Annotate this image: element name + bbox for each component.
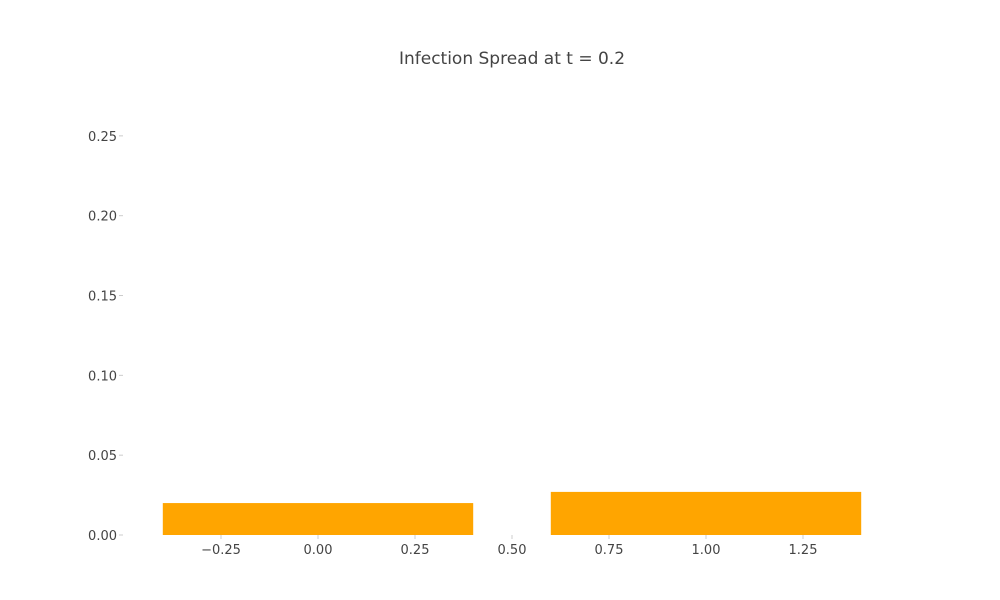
- y-axis-ticks: 0.00 0.05 0.10 0.15 0.20 0.25: [88, 130, 123, 544]
- y-tick-label: 0.15: [88, 290, 117, 305]
- y-tick-label: 0.20: [88, 210, 117, 225]
- bar-1: [550, 491, 862, 535]
- y-tick-label: 0.05: [88, 449, 117, 464]
- y-tick-label: 0.10: [88, 369, 117, 384]
- y-tick-label: 0.25: [88, 130, 117, 145]
- x-axis-ticks: −0.25 0.00 0.25 0.50 0.75 1.00 1.25: [201, 535, 817, 558]
- bar-0: [162, 503, 474, 535]
- x-tick-label: 1.00: [692, 543, 721, 558]
- x-tick-label: 0.50: [498, 543, 527, 558]
- y-tick-label: 0.00: [88, 529, 117, 544]
- x-tick-label: 0.75: [595, 543, 624, 558]
- bars: [162, 491, 862, 535]
- x-tick-label: 0.25: [401, 543, 430, 558]
- x-tick-label: 1.25: [789, 543, 818, 558]
- x-tick-label: 0.00: [304, 543, 333, 558]
- chart-title: Infection Spread at t = 0.2: [399, 49, 625, 69]
- x-tick-label: −0.25: [201, 543, 241, 558]
